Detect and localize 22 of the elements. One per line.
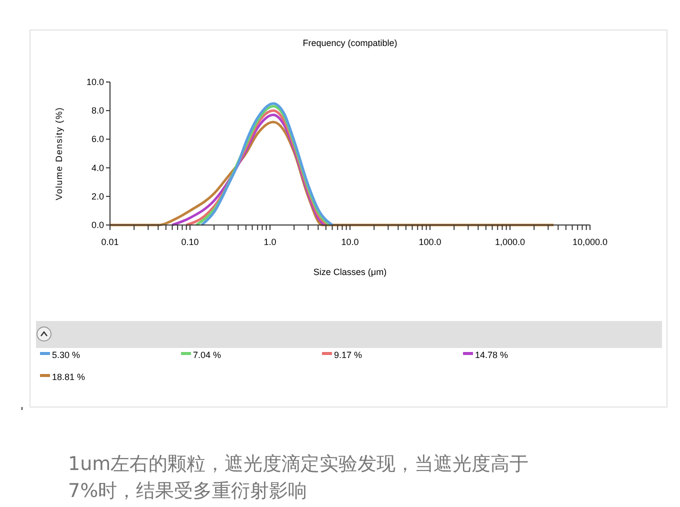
y-tick-label: 8.0	[91, 106, 104, 116]
x-axis-title: Size Classes (μm)	[313, 267, 387, 277]
y-tick-label: 10.0	[86, 77, 104, 87]
chart-title: Frequency (compatible)	[302, 38, 398, 48]
legend-label: 5.30 %	[52, 350, 80, 360]
legend-label: 9.17 %	[334, 350, 362, 360]
legend-label: 7.04 %	[193, 350, 222, 360]
x-tick-label: 10,000.0	[572, 237, 608, 247]
x-tick-label: 100.0	[418, 237, 442, 247]
legend-label: 14.78 %	[475, 350, 508, 360]
x-tick-label: 1.0	[264, 237, 276, 247]
y-tick-label: 0.0	[91, 220, 104, 230]
y-tick-label: 4.0	[91, 162, 104, 173]
x-tick-label: 0.10	[181, 237, 199, 247]
x-tick-label: 1,000.0	[494, 237, 526, 247]
y-tick-label: 6.0	[91, 134, 104, 144]
y-tick-label: 2.0	[91, 191, 104, 202]
x-tick-label: 0.01	[101, 237, 119, 247]
y-axis-title: Volume Density (%)	[54, 106, 64, 200]
text: 1um左右的颗粒，遮光度滴定实验发现，当遮光度高于7%时，结果受多重衍射影响	[68, 453, 529, 502]
x-tick-label: 10.0	[341, 237, 359, 247]
legend-label: 18.81 %	[52, 372, 86, 382]
